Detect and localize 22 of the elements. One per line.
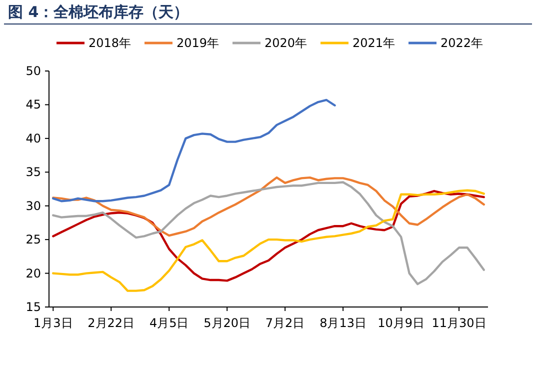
x-tick-label: 5月20日 [204, 316, 251, 330]
y-tick-label: 45 [26, 98, 41, 112]
x-tick-label: 2月22日 [88, 316, 135, 330]
legend-label: 2021年 [352, 36, 396, 50]
x-tick-label: 1月3日 [34, 316, 73, 330]
y-tick-label: 35 [26, 165, 41, 180]
legend-label: 2019年 [176, 36, 220, 50]
y-tick-label: 15 [26, 300, 41, 314]
legend-label: 2022年 [440, 36, 484, 50]
x-tick-label: 7月2日 [265, 316, 305, 330]
y-tick-label: 25 [26, 232, 41, 247]
title: 图 4：全棉坯布库存（天） [8, 3, 189, 21]
x-tick-label: 10月9日 [378, 316, 424, 330]
x-tick-label: 4月5日 [149, 316, 189, 330]
legend-label: 2018年 [88, 36, 132, 50]
y-tick-label: 30 [26, 198, 41, 213]
y-tick-label: 20 [26, 266, 41, 280]
x-tick-label: 8月13日 [320, 316, 366, 330]
x-tick-label: 11月30日 [432, 316, 486, 330]
y-tick-label: 40 [26, 131, 41, 146]
legend-label: 2020年 [264, 36, 308, 50]
y-tick-label: 50 [26, 64, 41, 78]
